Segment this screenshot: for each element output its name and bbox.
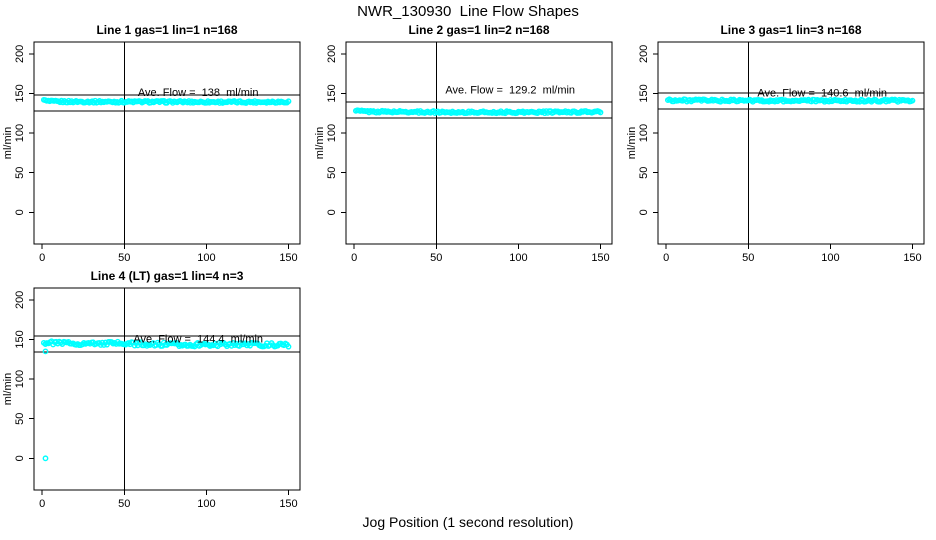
y-tick-label: 0 [14, 209, 26, 215]
y-axis: 0 50 100 150 200 [14, 45, 34, 215]
figure-title: NWR_130930 Line Flow Shapes [357, 3, 579, 20]
y-axis: 0 50 100 150 200 [14, 291, 34, 461]
ave-flow-annotation: Ave. Flow = 144.4 ml/min [133, 334, 263, 346]
flow-point [285, 98, 292, 105]
plot-frame [33, 287, 301, 491]
y-tick-label: 100 [326, 124, 338, 142]
x-tick-label: 0 [39, 252, 45, 264]
x-tick-label: 150 [279, 498, 297, 510]
y-tick-label: 0 [14, 455, 26, 461]
y-tick-label: 150 [14, 84, 26, 102]
subplot-line-2: Line 2 gas=1 lin=2 n=168 Ave. Flow = 129.… [314, 23, 613, 264]
reference-lines [346, 101, 612, 119]
y-tick-label: 0 [638, 209, 650, 215]
data-points [40, 96, 292, 106]
flow-point [909, 97, 916, 104]
reference-lines [658, 92, 924, 110]
flow-outlier-point [42, 455, 49, 462]
y-axis-title: ml/min [2, 127, 14, 159]
subplot-title: Line 3 gas=1 lin=3 n=168 [720, 23, 861, 37]
ave-flow-annotation: Ave. Flow = 129.2 ml/min [445, 84, 575, 96]
y-tick-label: 200 [14, 291, 26, 309]
y-axis-title: ml/min [2, 373, 14, 405]
subplot-line-3: Line 3 gas=1 lin=3 n=168 Ave. Flow = 140.… [626, 23, 925, 264]
data-points [40, 338, 292, 462]
subplot-line-4: Line 4 (LT) gas=1 lin=4 n=3 Ave. Flow = 1… [2, 269, 301, 510]
subplot-title: Line 1 gas=1 lin=1 n=168 [96, 23, 237, 37]
y-axis: 0 50 100 150 200 [326, 45, 346, 215]
y-tick-label: 50 [638, 167, 650, 179]
subplot-line-1: Line 1 gas=1 lin=1 n=168 Ave. Flow = 138 … [2, 23, 301, 264]
y-axis: 0 50 100 150 200 [638, 45, 658, 215]
y-tick-label: 100 [14, 370, 26, 388]
y-axis-title: ml/min [314, 127, 326, 159]
ave-flow-annotation: Ave. Flow = 140.6 ml/min [757, 87, 887, 99]
x-tick-label: 50 [430, 252, 442, 264]
y-tick-label: 0 [326, 209, 338, 215]
y-axis-title: ml/min [626, 127, 638, 159]
data-points [352, 107, 604, 117]
y-tick-label: 200 [326, 45, 338, 63]
y-tick-label: 100 [14, 124, 26, 142]
x-tick-label: 150 [591, 252, 609, 264]
x-tick-label: 0 [663, 252, 669, 264]
x-axis: 0 50 100 150 [663, 244, 922, 264]
flow-point [285, 343, 292, 350]
y-tick-label: 150 [638, 84, 650, 102]
x-tick-label: 100 [509, 252, 527, 264]
y-tick-label: 50 [14, 413, 26, 425]
x-axis: 0 50 100 150 [39, 244, 298, 264]
x-tick-label: 100 [197, 252, 215, 264]
x-tick-label: 50 [118, 252, 130, 264]
x-tick-label: 150 [279, 252, 297, 264]
subplot-title: Line 2 gas=1 lin=2 n=168 [408, 23, 549, 37]
reference-lines [34, 94, 300, 112]
x-tick-label: 0 [351, 252, 357, 264]
y-tick-label: 150 [14, 330, 26, 348]
x-tick-label: 50 [118, 498, 130, 510]
subplot-title: Line 4 (LT) gas=1 lin=4 n=3 [91, 269, 244, 283]
reference-lines [34, 335, 300, 353]
y-tick-label: 100 [638, 124, 650, 142]
x-tick-label: 150 [903, 252, 921, 264]
plot-frame [33, 41, 301, 245]
y-tick-label: 50 [326, 167, 338, 179]
x-axis: 0 50 100 150 [351, 244, 610, 264]
y-tick-label: 200 [638, 45, 650, 63]
data-points [664, 96, 916, 105]
y-tick-label: 200 [14, 45, 26, 63]
x-tick-label: 0 [39, 498, 45, 510]
plot-frame [657, 41, 925, 245]
x-tick-label: 100 [197, 498, 215, 510]
ave-flow-annotation: Ave. Flow = 138 ml/min [138, 87, 259, 99]
plot-frame [345, 41, 613, 245]
x-axis: 0 50 100 150 [39, 490, 298, 510]
y-tick-label: 50 [14, 167, 26, 179]
flow-point [597, 109, 604, 116]
y-tick-label: 150 [326, 84, 338, 102]
flow-outlier-point [42, 348, 49, 355]
x-tick-label: 100 [821, 252, 839, 264]
x-axis-label: Jog Position (1 second resolution) [362, 514, 574, 530]
x-tick-label: 50 [742, 252, 754, 264]
